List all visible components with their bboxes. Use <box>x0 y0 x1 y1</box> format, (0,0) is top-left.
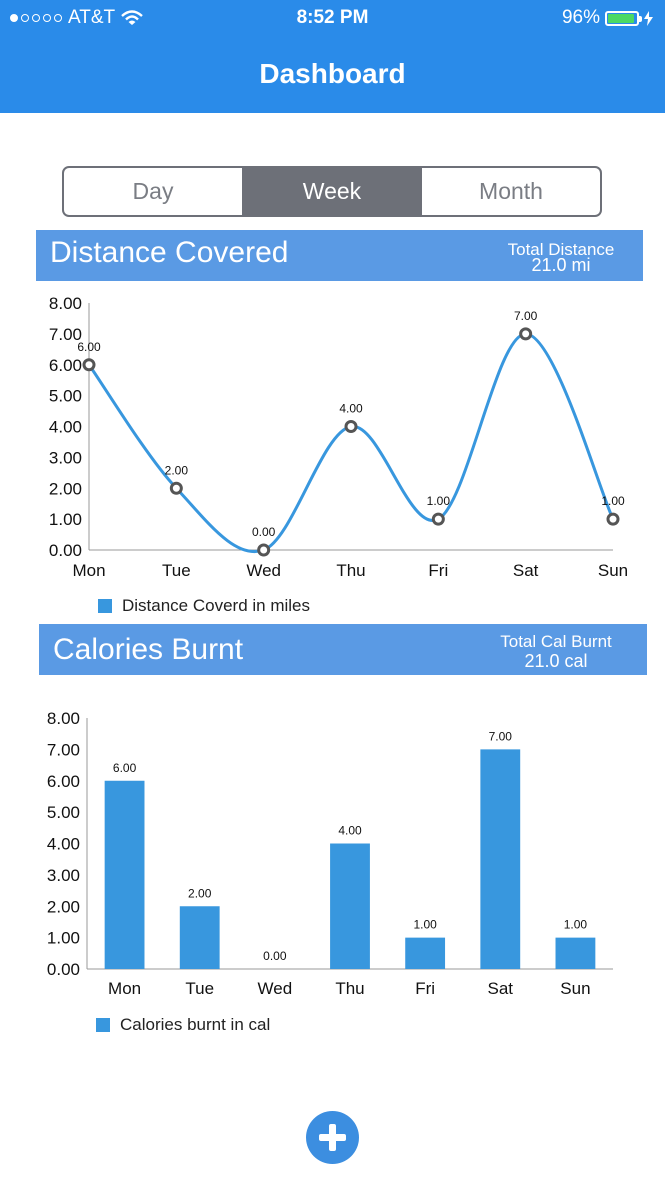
data-label: 1.00 <box>601 494 625 508</box>
y-tick-label: 3.00 <box>47 866 80 885</box>
distance-header: Distance Covered Total Distance 21.0 mi <box>36 230 643 281</box>
data-point <box>608 514 618 524</box>
calories-total-value: 21.0 cal <box>486 653 626 670</box>
period-segmented-control: Day Week Month <box>62 166 602 217</box>
data-label: 1.00 <box>427 494 451 508</box>
calories-legend-label: Calories burnt in cal <box>120 1015 270 1035</box>
battery-icon <box>605 11 639 26</box>
data-label: 7.00 <box>489 729 513 743</box>
x-tick-label: Sun <box>560 979 590 998</box>
calories-title: Calories Burnt <box>53 633 243 667</box>
x-tick-label: Fri <box>428 561 448 580</box>
calories-header: Calories Burnt Total Cal Burnt 21.0 cal <box>39 624 647 675</box>
x-tick-label: Thu <box>335 979 364 998</box>
bar <box>180 906 220 969</box>
legend-swatch <box>96 1018 110 1032</box>
calories-total-label: Total Cal Burnt <box>486 633 626 650</box>
y-tick-label: 4.00 <box>49 418 82 437</box>
y-tick-label: 1.00 <box>47 929 80 948</box>
y-tick-label: 0.00 <box>47 960 80 979</box>
legend-swatch <box>98 599 112 613</box>
distance-title: Distance Covered <box>50 236 288 270</box>
segment-month[interactable]: Month <box>421 168 600 215</box>
data-label: 0.00 <box>252 525 276 539</box>
bar <box>405 938 445 969</box>
charging-icon <box>644 11 653 26</box>
y-tick-label: 7.00 <box>47 740 80 759</box>
data-label: 6.00 <box>113 761 137 775</box>
calories-bar-chart: 0.00 1.00 2.00 3.00 4.00 5.00 6.00 7.00 8.00 Mon T… <box>0 700 665 1010</box>
y-tick-label: 6.00 <box>47 772 80 791</box>
y-tick-label: 2.00 <box>47 897 80 916</box>
bar <box>105 781 145 969</box>
battery-status: 96% <box>562 7 653 29</box>
data-label: 2.00 <box>188 886 212 900</box>
data-label: 4.00 <box>339 402 363 416</box>
segment-week[interactable]: Week <box>242 168 421 215</box>
data-point <box>521 329 531 339</box>
y-tick-label: 0.00 <box>49 541 82 560</box>
bar <box>480 749 520 969</box>
y-tick-label: 8.00 <box>47 709 80 728</box>
x-tick-label: Fri <box>415 979 435 998</box>
x-tick-label: Sat <box>513 561 539 580</box>
distance-legend: Distance Coverd in miles <box>98 596 310 616</box>
data-label: 0.00 <box>263 949 287 963</box>
data-label: 1.00 <box>413 918 437 932</box>
bar <box>556 938 596 969</box>
y-tick-label: 5.00 <box>49 387 82 406</box>
segment-day[interactable]: Day <box>64 168 242 215</box>
x-tick-label: Tue <box>185 979 214 998</box>
data-point <box>433 514 443 524</box>
add-button[interactable] <box>306 1111 359 1164</box>
plus-icon-stem <box>329 1124 336 1151</box>
x-tick-label: Sun <box>598 561 628 580</box>
data-point <box>84 360 94 370</box>
data-label: 1.00 <box>564 918 588 932</box>
distance-total-value: 21.0 mi <box>491 257 631 274</box>
x-tick-label: Tue <box>162 561 191 580</box>
battery-percent: 96% <box>562 7 600 29</box>
x-tick-label: Thu <box>336 561 365 580</box>
y-tick-label: 1.00 <box>49 510 82 529</box>
y-tick-label: 2.00 <box>49 479 82 498</box>
x-tick-label: Wed <box>246 561 281 580</box>
page-title: Dashboard <box>0 58 665 90</box>
x-tick-label: Mon <box>72 561 105 580</box>
status-bar: AT&T 8:52 PM 96% <box>0 0 665 38</box>
distance-legend-label: Distance Coverd in miles <box>122 596 310 616</box>
distance-line-chart: 0.00 1.00 2.00 3.00 4.00 5.00 6.00 7.00 8.00 Mon T… <box>0 285 665 585</box>
y-tick-label: 4.00 <box>47 835 80 854</box>
data-label: 4.00 <box>338 824 362 838</box>
data-point <box>346 422 356 432</box>
y-tick-label: 8.00 <box>49 294 82 313</box>
y-tick-label: 3.00 <box>49 448 82 467</box>
distance-series-line <box>89 334 613 552</box>
data-point <box>259 545 269 555</box>
bar <box>330 844 370 970</box>
y-tick-label: 5.00 <box>47 803 80 822</box>
y-tick-label: 6.00 <box>49 356 82 375</box>
data-label: 6.00 <box>77 340 101 354</box>
navigation-bar: AT&T 8:52 PM 96% Dashboard <box>0 0 665 113</box>
x-tick-label: Sat <box>488 979 514 998</box>
calories-legend: Calories burnt in cal <box>96 1015 270 1035</box>
data-point <box>171 483 181 493</box>
data-label: 2.00 <box>165 463 189 477</box>
data-label: 7.00 <box>514 309 538 323</box>
x-tick-label: Mon <box>108 979 141 998</box>
x-tick-label: Wed <box>258 979 293 998</box>
